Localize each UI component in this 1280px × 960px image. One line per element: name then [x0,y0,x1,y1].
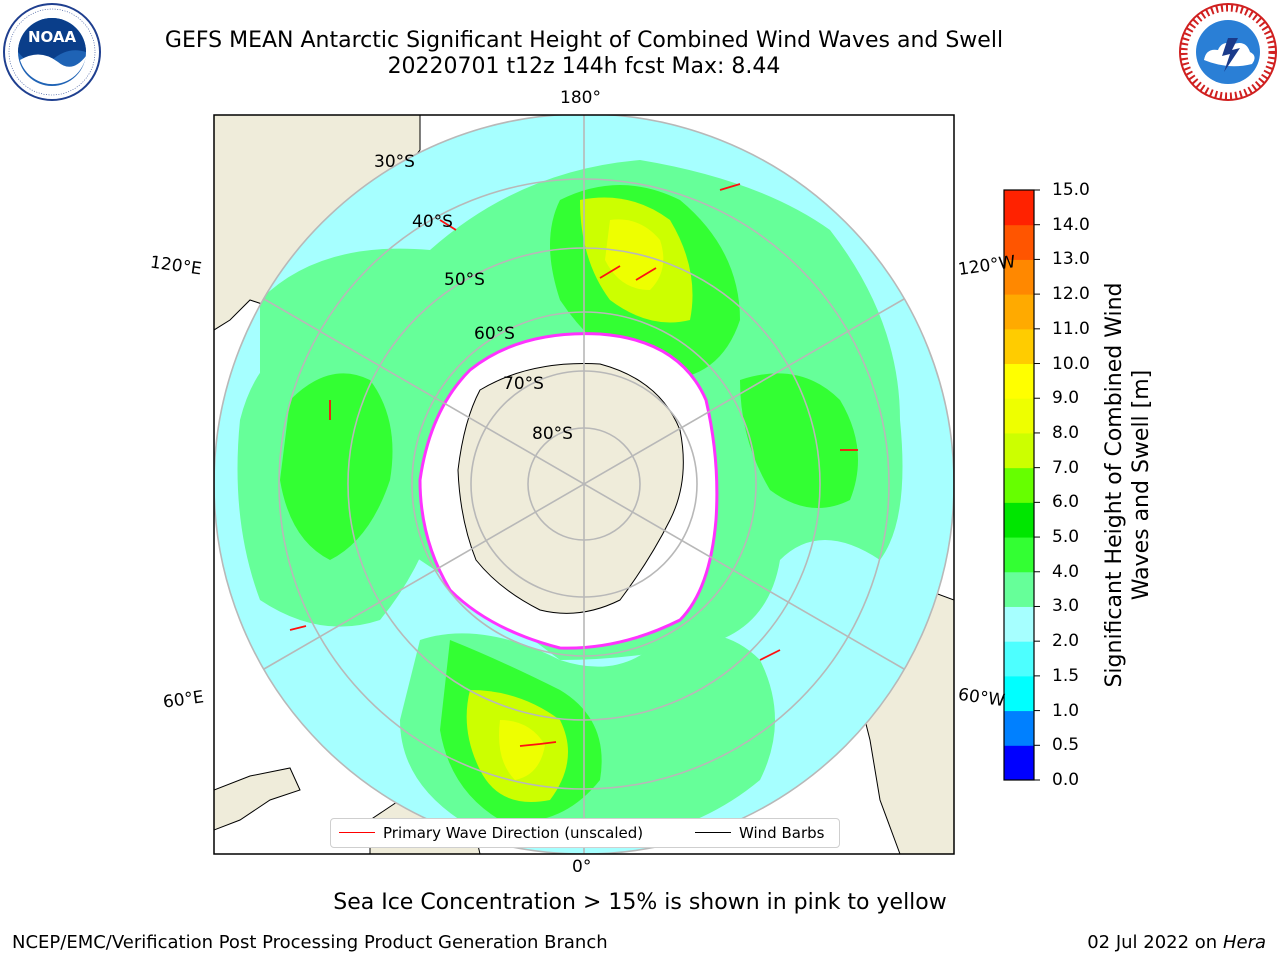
legend-barb-label: Wind Barbs [739,824,825,842]
colorbar-tick-label: 0.5 [1052,735,1080,756]
colorbar-segment [1004,606,1034,642]
colorbar-tick-label: 7.0 [1052,457,1080,478]
lat-label-70s: 70°S [503,374,544,394]
colorbar-tick-label: 14.0 [1052,214,1090,235]
colorbar-tick-label: 1.0 [1052,700,1080,721]
chart-title: GEFS MEAN Antarctic Significant Height o… [164,28,1004,53]
lon-label-0: 0° [572,857,592,877]
colorbar-segment [1004,745,1034,781]
colorbar [1003,189,1040,781]
colorbar-tick-label: 3.0 [1052,596,1080,617]
sea-ice-note: Sea Ice Concentration > 15% is shown in … [333,890,947,915]
colorbar-tick-label: 11.0 [1052,318,1090,339]
colorbar-tick-label: 0.0 [1052,770,1080,790]
date-host: Hera [1222,932,1266,953]
lat-label-80s: 80°S [532,424,573,444]
colorbar-tick-label: 13.0 [1052,249,1090,270]
colorbar-tick-label: 6.0 [1052,492,1080,513]
colorbar-segment [1004,259,1034,295]
lat-label-50s: 50°S [444,270,485,290]
map-legend: Primary Wave Direction (unscaled) Wind B… [330,818,840,848]
lat-label-60s: 60°S [474,324,515,344]
lon-label-180: 180° [560,88,601,108]
colorbar-tick-label: 9.0 [1052,388,1080,409]
colorbar-tick-label: 4.0 [1052,561,1080,582]
colorbar-segment [1004,328,1034,365]
colorbar-tick-label: 10.0 [1052,353,1090,374]
lat-label-40s: 40°S [412,212,453,232]
colorbar-segment [1004,675,1034,712]
date-prefix: 02 Jul 2022 on [1087,932,1223,953]
colorbar-tick-label: 2.0 [1052,631,1080,652]
colorbar-segment [1004,641,1034,677]
colorbar-segment [1004,467,1034,503]
date-text: 02 Jul 2022 on Hera [1087,932,1266,953]
credit-text: NCEP/EMC/Verification Post Processing Pr… [12,932,608,953]
colorbar-tick-label: 5.0 [1052,527,1080,548]
colorbar-frame [1003,189,1035,781]
colorbar-segment [1004,571,1034,607]
colorbar-label: Significant Height of Combined Wind Wave… [1102,282,1154,688]
colorbar-segment [1004,224,1034,260]
lat-label-30s: 30°S [374,152,415,172]
chart-subtitle: 20220701 t12z 144h fcst Max: 8.44 [387,54,781,79]
colorbar-tick-label: 15.0 [1052,180,1090,200]
colorbar-segment [1004,294,1034,330]
noaa-logo-text: NOAA [28,28,77,46]
legend-barb-line [695,832,731,833]
colorbar-tick-label: 8.0 [1052,422,1080,443]
legend-wave-line [339,832,375,833]
colorbar-tick-label: 1.5 [1052,665,1080,686]
colorbar-segment [1004,502,1034,538]
colorbar-segment [1004,190,1034,226]
colorbar-segment [1004,432,1034,469]
colorbar-segment [1004,398,1034,434]
colorbar-segment [1004,363,1034,399]
colorbar-tick-label: 12.0 [1052,284,1090,305]
nws-logo [1179,3,1277,101]
colorbar-segment [1004,710,1034,746]
africa-land [214,767,301,831]
legend-wave-label: Primary Wave Direction (unscaled) [383,824,644,842]
colorbar-segment [1004,537,1034,573]
antarctica-land [457,363,684,614]
noaa-logo: NOAA [3,3,101,101]
